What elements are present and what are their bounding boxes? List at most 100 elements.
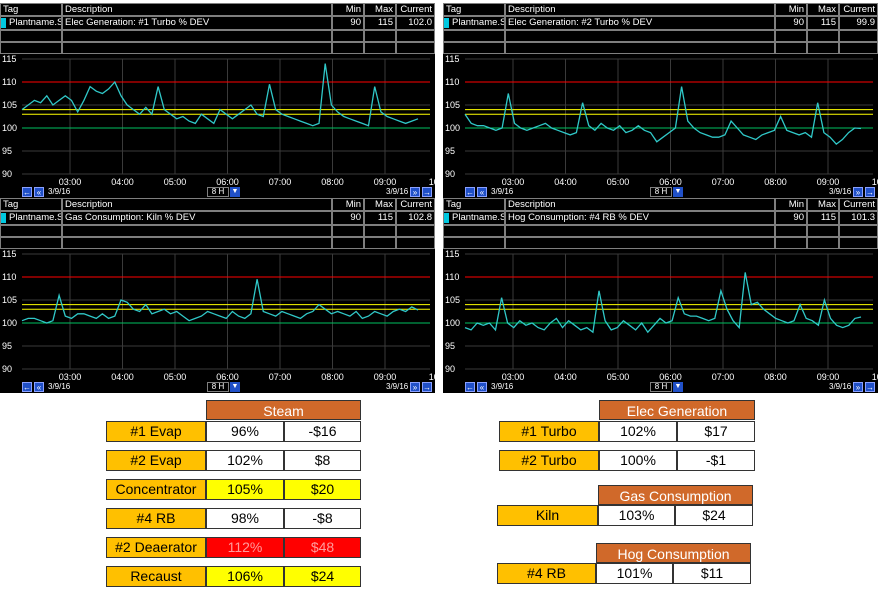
y-tick-label: 105 <box>2 295 17 305</box>
empty-rows <box>443 225 878 249</box>
trend-panel: TagDescriptionMinMaxCurrentPlantname.SAE… <box>443 3 878 198</box>
x-tick-label: 06:00 <box>659 177 682 187</box>
x-tick-label: 09:00 <box>374 177 397 187</box>
row-dollars: $8 <box>284 450 361 471</box>
chevron-down-icon[interactable]: ▼ <box>673 382 683 392</box>
y-tick-label: 110 <box>2 77 16 87</box>
chevron-down-icon[interactable]: ▼ <box>230 382 240 392</box>
tag-row[interactable]: Plantname.SAElec Generation: #2 Turbo % … <box>443 16 878 30</box>
tag-color-marker <box>444 18 449 28</box>
end-date: 3/9/16 <box>829 382 852 391</box>
row-dollars: $11 <box>673 563 751 584</box>
chevron-down-icon[interactable]: ▼ <box>673 187 683 197</box>
row-label: #4 RB <box>497 563 596 584</box>
trend-plot: 115 110 105 100 95 90 03:00 04:00 05:00 06:00 07:0… <box>2 55 435 187</box>
empty-cell <box>364 30 396 42</box>
header-max: Max <box>364 3 396 16</box>
rewind-icon[interactable]: « <box>477 187 487 197</box>
header-max: Max <box>807 198 839 211</box>
time-range-select[interactable]: 8 H <box>650 187 672 197</box>
x-tick-label: 04:00 <box>111 177 134 187</box>
row-label: #1 Turbo <box>499 421 599 442</box>
scroll-forward-icon[interactable]: → <box>422 382 432 392</box>
x-tick-label: 10:0 <box>429 372 435 382</box>
rewind-icon[interactable]: « <box>34 187 44 197</box>
empty-cell <box>443 225 505 237</box>
start-date: 3/9/16 <box>48 382 71 391</box>
header-min: Min <box>332 3 364 16</box>
fast-forward-icon[interactable]: » <box>410 187 420 197</box>
tag-row[interactable]: Plantname.SAElec Generation: #1 Turbo % … <box>0 16 435 30</box>
empty-cell <box>775 225 807 237</box>
tag-row[interactable]: Plantname.SAHog Consumption: #4 RB % DEV… <box>443 211 878 225</box>
x-tick-label: 07:00 <box>269 372 292 382</box>
scroll-back-icon[interactable]: ← <box>22 187 32 197</box>
header-current: Current <box>396 3 435 16</box>
empty-cell <box>332 225 364 237</box>
row-dollars: $24 <box>675 505 753 526</box>
scroll-back-icon[interactable]: ← <box>465 187 475 197</box>
trend-line <box>464 272 862 334</box>
header-current: Current <box>839 198 878 211</box>
x-tick-label: 09:00 <box>817 372 840 382</box>
tag-color-marker <box>444 213 449 223</box>
scroll-forward-icon[interactable]: → <box>865 187 875 197</box>
row-label: #1 Evap <box>106 421 206 442</box>
row-percent: 103% <box>598 505 675 526</box>
rewind-icon[interactable]: « <box>34 382 44 392</box>
y-tick-label: 115 <box>445 55 459 64</box>
fast-forward-icon[interactable]: » <box>853 382 863 392</box>
row-dollars: $17 <box>677 421 755 442</box>
row-label: Kiln <box>497 505 598 526</box>
time-range-select[interactable]: 8 H <box>207 382 229 392</box>
fast-forward-icon[interactable]: » <box>410 382 420 392</box>
tag-min: 90 <box>332 211 364 225</box>
time-range-select[interactable]: 8 H <box>650 382 672 392</box>
x-tick-label: 06:00 <box>659 372 682 382</box>
trend-plot: 115 110 105 100 95 90 03:00 04:00 05:00 06:00 07:0… <box>2 250 435 382</box>
x-tick-label: 07:00 <box>712 177 735 187</box>
tag-tag: Plantname.SA <box>443 16 505 30</box>
empty-cell <box>0 225 62 237</box>
scroll-back-icon[interactable]: ← <box>465 382 475 392</box>
tag-row[interactable]: Plantname.SAGas Consumption: Kiln % DEV9… <box>0 211 435 225</box>
row-label: #2 Turbo <box>499 450 599 471</box>
trend-header: Tag Description Min Max Current <box>0 198 435 212</box>
start-date: 3/9/16 <box>48 187 71 196</box>
scroll-back-icon[interactable]: ← <box>22 382 32 392</box>
tag-description: Elec Generation: #1 Turbo % DEV <box>62 16 332 30</box>
trend-footer: ← « 3/9/16 8 H ▼ 3/9/16 » → <box>0 382 435 393</box>
empty-cell <box>62 237 332 249</box>
trend-footer: ← « 3/9/16 8 H ▼ 3/9/16 » → <box>0 187 435 198</box>
empty-cell <box>332 30 364 42</box>
rewind-icon[interactable]: « <box>477 382 487 392</box>
fast-forward-icon[interactable]: » <box>853 187 863 197</box>
trend-line <box>21 279 419 324</box>
empty-cell <box>332 237 364 249</box>
x-tick-label: 03:00 <box>502 372 525 382</box>
end-date: 3/9/16 <box>829 187 852 196</box>
header-description: Description <box>62 198 332 211</box>
empty-cell <box>396 30 435 42</box>
y-tick-label: 100 <box>2 318 17 328</box>
empty-cell <box>364 42 396 54</box>
end-date: 3/9/16 <box>386 382 409 391</box>
trend-line <box>464 86 862 145</box>
x-tick-label: 05:00 <box>607 372 630 382</box>
tag-max: 115 <box>364 211 396 225</box>
tag-current: 101.3 <box>839 211 878 225</box>
tag-max: 115 <box>807 211 839 225</box>
empty-cell <box>505 237 775 249</box>
scroll-forward-icon[interactable]: → <box>865 382 875 392</box>
row-percent: 102% <box>206 450 284 471</box>
row-dollars: $48 <box>284 537 361 558</box>
tag-tag: Plantname.SA <box>443 211 505 225</box>
empty-cell <box>332 42 364 54</box>
trend-panel: TagDescriptionMinMaxCurrentPlantname.SAG… <box>0 198 435 393</box>
chevron-down-icon[interactable]: ▼ <box>230 187 240 197</box>
trend-plot: 115 110 105 100 95 90 03:00 04:00 05:00 06:00 07:0… <box>445 55 878 187</box>
header-description: Description <box>505 198 775 211</box>
y-tick-label: 95 <box>2 341 12 351</box>
scroll-forward-icon[interactable]: → <box>422 187 432 197</box>
time-range-select[interactable]: 8 H <box>207 187 229 197</box>
